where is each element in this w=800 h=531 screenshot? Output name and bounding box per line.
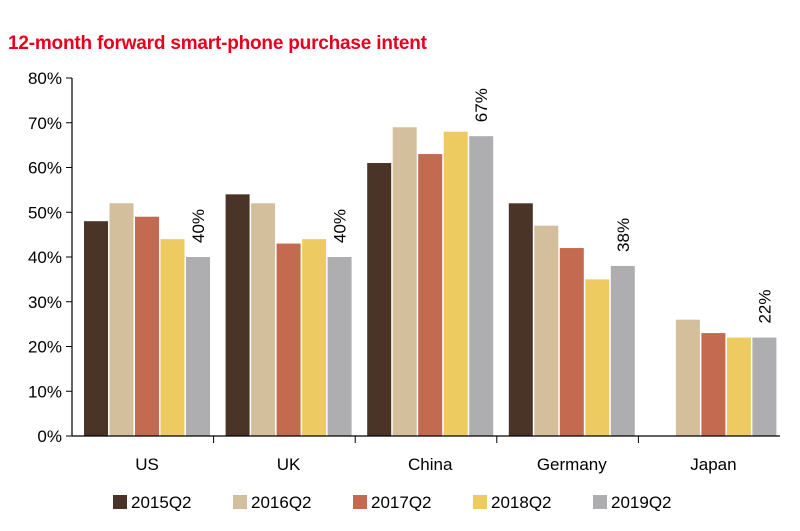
y-tick-label: 20% bbox=[28, 338, 62, 357]
data-labels: 40% 40% 67% 38% 22% bbox=[189, 88, 774, 323]
y-tick-label: 50% bbox=[28, 203, 62, 222]
bar-2015Q2-Germany bbox=[508, 203, 533, 436]
x-category-label: China bbox=[408, 455, 453, 474]
data-label: 38% bbox=[614, 218, 633, 252]
chart-title: 12-month forward smart-phone purchase in… bbox=[8, 33, 427, 54]
legend: 2015Q2 2016Q2 2017Q2 2018Q2 2019Q2 bbox=[113, 493, 672, 512]
bar-2017Q2-Germany bbox=[559, 248, 584, 436]
bar-2017Q2-Japan bbox=[701, 333, 726, 436]
bar-2019Q2-Germany bbox=[610, 265, 635, 436]
bar-2017Q2-China bbox=[418, 154, 443, 436]
y-tick-label: 40% bbox=[28, 248, 62, 267]
bar-2015Q2-US bbox=[84, 221, 108, 436]
x-category-label: Germany bbox=[537, 455, 607, 474]
legend-swatch-2017Q2 bbox=[353, 495, 367, 509]
bar-2019Q2-China bbox=[469, 136, 494, 437]
bar-2015Q2-China bbox=[367, 163, 392, 436]
legend-swatch-2015Q2 bbox=[113, 495, 127, 509]
bars bbox=[84, 127, 777, 437]
y-axis: 80% 70% 60% 50% 40% 30% 20% 10% 0% bbox=[28, 69, 73, 446]
legend-swatch-2018Q2 bbox=[473, 495, 487, 509]
bar-2018Q2-UK bbox=[302, 239, 327, 436]
y-tick-label: 30% bbox=[28, 293, 62, 312]
y-tick-label: 10% bbox=[28, 382, 62, 401]
bar-2016Q2-China bbox=[392, 127, 417, 436]
x-category-label: UK bbox=[277, 455, 301, 474]
bar-2019Q2-UK bbox=[327, 257, 352, 436]
bar-2019Q2-Japan bbox=[752, 337, 777, 436]
bar-2016Q2-Japan bbox=[675, 319, 700, 436]
legend-label: 2018Q2 bbox=[491, 493, 552, 512]
bar-2018Q2-Germany bbox=[585, 279, 610, 436]
bar-2017Q2-UK bbox=[276, 243, 301, 436]
bar-2018Q2-China bbox=[443, 131, 468, 436]
bar-2017Q2-US bbox=[135, 216, 159, 436]
legend-swatch-2016Q2 bbox=[233, 495, 247, 509]
x-category-label: US bbox=[135, 455, 159, 474]
legend-label: 2017Q2 bbox=[371, 493, 432, 512]
y-tick-label: 70% bbox=[28, 114, 62, 133]
y-tick-label: 60% bbox=[28, 159, 62, 178]
legend-label: 2015Q2 bbox=[131, 493, 192, 512]
y-tick-label: 0% bbox=[37, 427, 62, 446]
data-label: 67% bbox=[472, 88, 491, 122]
bar-2016Q2-UK bbox=[251, 203, 276, 436]
data-label: 40% bbox=[189, 209, 208, 243]
bar-2018Q2-US bbox=[160, 239, 185, 436]
y-tick-label: 80% bbox=[28, 69, 62, 88]
bar-2019Q2-US bbox=[186, 257, 210, 436]
x-category-label: Japan bbox=[690, 455, 736, 474]
data-label: 40% bbox=[331, 209, 350, 243]
bar-2016Q2-US bbox=[109, 203, 134, 436]
legend-label: 2016Q2 bbox=[251, 493, 312, 512]
data-label: 22% bbox=[755, 290, 774, 324]
x-axis: US UK China Germany Japan bbox=[72, 435, 780, 474]
legend-label: 2019Q2 bbox=[611, 493, 672, 512]
bar-2018Q2-Japan bbox=[726, 337, 751, 436]
legend-swatch-2019Q2 bbox=[593, 495, 607, 509]
bar-2015Q2-UK bbox=[225, 194, 250, 436]
bar-2016Q2-Germany bbox=[534, 225, 559, 436]
